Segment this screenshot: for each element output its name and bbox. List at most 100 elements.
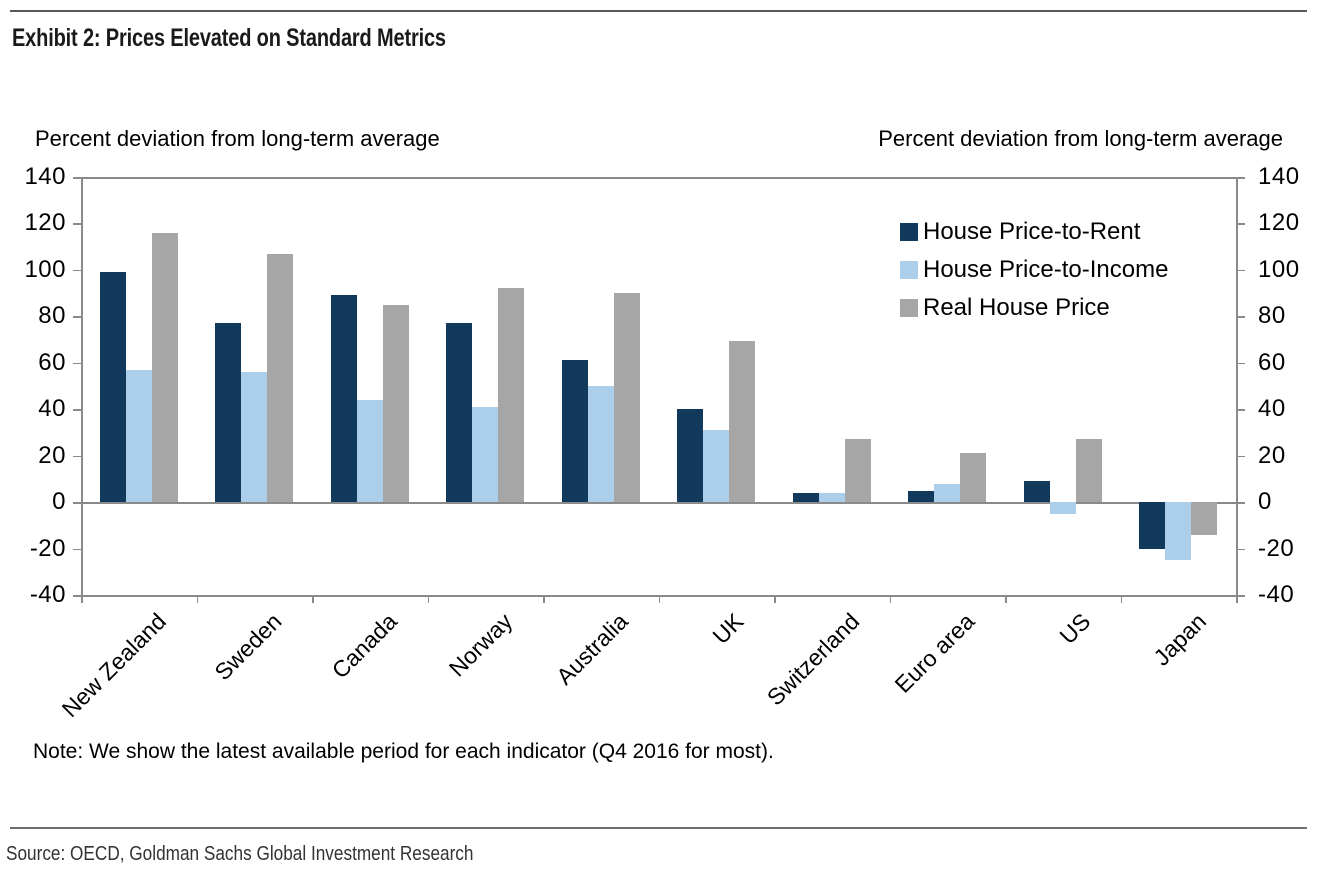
y-tick-right bbox=[1237, 316, 1245, 318]
y-tick-label-left: -40 bbox=[29, 581, 66, 608]
bar-euro-area-rent bbox=[908, 490, 935, 503]
y-tick-left bbox=[73, 316, 81, 318]
top-rule bbox=[10, 10, 1307, 12]
category-label: Switzerland bbox=[761, 608, 865, 711]
x-boundary-tick bbox=[658, 595, 660, 603]
category-label: US bbox=[1054, 608, 1096, 649]
bar-euro-area-real bbox=[960, 453, 987, 503]
category-label: Euro area bbox=[889, 608, 980, 698]
y-tick-label-left: 60 bbox=[38, 348, 66, 376]
x-boundary-tick bbox=[543, 595, 545, 603]
bar-sweden-income bbox=[241, 372, 268, 503]
bottom-rule bbox=[10, 827, 1307, 829]
y-tick-label-left: 0 bbox=[52, 488, 66, 516]
y-tick-left bbox=[73, 455, 81, 458]
bar-new-zealand-income bbox=[125, 369, 152, 503]
x-boundary-tick bbox=[889, 595, 891, 603]
y-tick-label-right: 100 bbox=[1258, 255, 1300, 283]
y-axis-right-line bbox=[1236, 177, 1238, 603]
bar-australia-rent bbox=[561, 360, 588, 503]
y-tick-label-left: 140 bbox=[24, 163, 66, 190]
category-label: Japan bbox=[1147, 608, 1211, 671]
y-tick-label-left: 40 bbox=[38, 395, 66, 423]
bar-switzerland-income bbox=[818, 492, 845, 503]
y-tick-left bbox=[73, 223, 81, 225]
x-boundary-tick bbox=[196, 595, 198, 603]
y-tick-label-right: 120 bbox=[1258, 209, 1300, 237]
y-tick-left bbox=[73, 502, 81, 504]
x-boundary-tick bbox=[1236, 595, 1238, 603]
legend-label-income: House Price-to-Income bbox=[923, 256, 1169, 283]
y-tick-label-right: 40 bbox=[1258, 395, 1286, 423]
bar-switzerland-rent bbox=[792, 492, 819, 503]
y-tick-left bbox=[73, 548, 81, 551]
y-tick-left bbox=[73, 595, 81, 597]
y-tick-label-right: 0 bbox=[1258, 488, 1272, 516]
rent-series-swatch-icon bbox=[900, 223, 918, 241]
bar-switzerland-real bbox=[844, 439, 871, 503]
y-tick-left bbox=[73, 177, 81, 179]
category-label: Norway bbox=[444, 608, 518, 682]
income-series-swatch-icon bbox=[900, 261, 918, 279]
y-tick-right bbox=[1237, 595, 1245, 597]
bar-sweden-rent bbox=[215, 323, 242, 503]
bar-australia-real bbox=[613, 293, 640, 503]
x-boundary-tick bbox=[774, 595, 776, 603]
y-tick-right bbox=[1237, 177, 1245, 179]
zero-line bbox=[81, 502, 1236, 504]
y-tick-label-right: 60 bbox=[1258, 348, 1286, 376]
bar-japan-rent bbox=[1139, 502, 1166, 549]
category-label: New Zealand bbox=[56, 608, 172, 723]
bar-sweden-real bbox=[267, 253, 294, 503]
axis-title-left: Percent deviation from long-term average bbox=[35, 126, 440, 151]
y-tick-label-right: -40 bbox=[1258, 581, 1295, 608]
bar-japan-income bbox=[1165, 502, 1192, 561]
bar-euro-area-income bbox=[934, 483, 961, 503]
bar-us-rent bbox=[1023, 481, 1050, 503]
category-label: Australia bbox=[551, 608, 634, 690]
y-tick-right bbox=[1237, 455, 1245, 458]
y-tick-label-left: 20 bbox=[38, 441, 66, 469]
x-boundary-tick bbox=[81, 595, 83, 603]
y-tick-right bbox=[1237, 269, 1245, 272]
y-tick-label-right: -20 bbox=[1258, 534, 1295, 562]
axis-title-right: Percent deviation from long-term average bbox=[878, 126, 1283, 151]
y-tick-label-right: 140 bbox=[1258, 163, 1300, 190]
y-tick-left bbox=[73, 362, 81, 365]
category-label: Sweden bbox=[209, 608, 287, 686]
y-tick-left bbox=[73, 269, 81, 272]
y-tick-right bbox=[1237, 409, 1245, 411]
y-tick-label-left: 100 bbox=[24, 255, 66, 283]
bar-norway-real bbox=[498, 288, 525, 503]
bar-new-zealand-real bbox=[151, 232, 178, 503]
bar-australia-income bbox=[587, 386, 614, 503]
y-tick-label-right: 80 bbox=[1258, 302, 1286, 330]
category-label: UK bbox=[707, 608, 749, 649]
y-axis-left-line bbox=[81, 177, 83, 603]
x-boundary-tick bbox=[1005, 595, 1007, 603]
y-tick-label-right: 20 bbox=[1258, 441, 1286, 469]
y-tick-label-left: 80 bbox=[38, 302, 66, 330]
y-tick-right bbox=[1237, 362, 1245, 365]
bar-uk-rent bbox=[677, 409, 704, 503]
plot-top-border bbox=[81, 177, 1236, 179]
y-tick-left bbox=[73, 409, 81, 411]
bar-norway-income bbox=[472, 406, 499, 503]
bar-norway-rent bbox=[446, 323, 473, 503]
y-tick-right bbox=[1237, 548, 1245, 551]
x-boundary-tick bbox=[1120, 595, 1122, 603]
y-tick-right bbox=[1237, 502, 1245, 504]
y-tick-label-left: -20 bbox=[29, 534, 66, 562]
real-series-swatch-icon bbox=[900, 299, 918, 317]
bar-us-income bbox=[1049, 502, 1076, 514]
exhibit-title: Exhibit 2: Prices Elevated on Standard M… bbox=[12, 24, 446, 52]
x-boundary-tick bbox=[427, 595, 429, 603]
bar-japan-real bbox=[1191, 502, 1218, 535]
bar-canada-rent bbox=[330, 295, 357, 503]
legend-label-real: Real House Price bbox=[923, 294, 1110, 321]
bar-uk-income bbox=[703, 430, 730, 503]
legend-label-rent: House Price-to-Rent bbox=[923, 218, 1141, 245]
bar-canada-income bbox=[356, 399, 383, 503]
bar-new-zealand-rent bbox=[99, 272, 126, 503]
bar-canada-real bbox=[382, 304, 409, 503]
